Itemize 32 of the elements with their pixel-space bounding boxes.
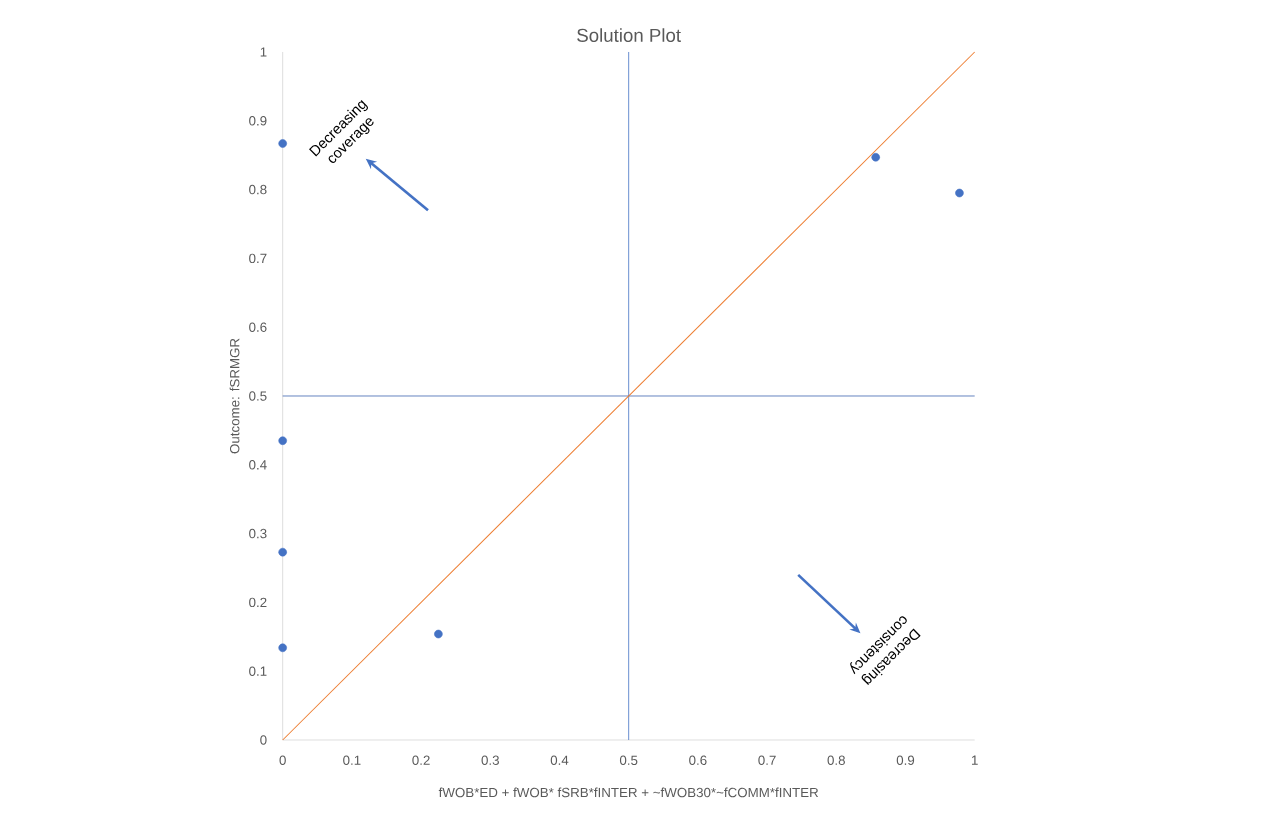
y-tick-label: 0.2 xyxy=(249,597,267,608)
x-tick-label: 0.9 xyxy=(896,755,915,765)
x-tick-label: 0.3 xyxy=(481,755,499,765)
y-tick-label: 0.8 xyxy=(249,184,267,195)
point xyxy=(278,139,287,148)
point xyxy=(278,547,287,557)
point xyxy=(278,436,287,445)
y-tick-label: 0.4 xyxy=(249,460,267,470)
chart-title: Solution Plot xyxy=(577,28,681,42)
x-axis-title: fWOB*ED + fWOB* fSRB*fINTER + ~fWOB30*~fCOMM*fINTER xyxy=(438,787,819,798)
point xyxy=(871,152,880,162)
x-tick-label: 0.8 xyxy=(827,755,845,765)
y-tick-label: 1 xyxy=(260,47,267,57)
x-tick-label: 1 xyxy=(971,755,978,765)
x-tick-label: 0.6 xyxy=(689,755,707,765)
point xyxy=(434,629,443,639)
y-tick-label: 0 xyxy=(260,735,267,745)
y-tick-label: 0.6 xyxy=(249,322,267,332)
y-tick-label: 0.1 xyxy=(249,666,267,676)
x-tick-label: 0.1 xyxy=(343,755,361,765)
y-tick-label: 0.9 xyxy=(249,116,267,126)
y-tick-label: 0.7 xyxy=(249,253,267,264)
x-tick-label: 0.4 xyxy=(550,755,569,765)
y-tick-label: 0.3 xyxy=(249,528,267,539)
x-tick-label: 0.5 xyxy=(619,755,638,765)
point xyxy=(278,643,287,653)
x-tick-label: 0 xyxy=(279,755,286,765)
y-axis-title: Outcome: fSRMGR xyxy=(229,338,240,454)
point xyxy=(955,188,964,198)
x-tick-label: 0.7 xyxy=(758,755,776,765)
x-tick-label: 0.2 xyxy=(412,755,430,765)
y-tick-label: 0.5 xyxy=(249,391,267,401)
